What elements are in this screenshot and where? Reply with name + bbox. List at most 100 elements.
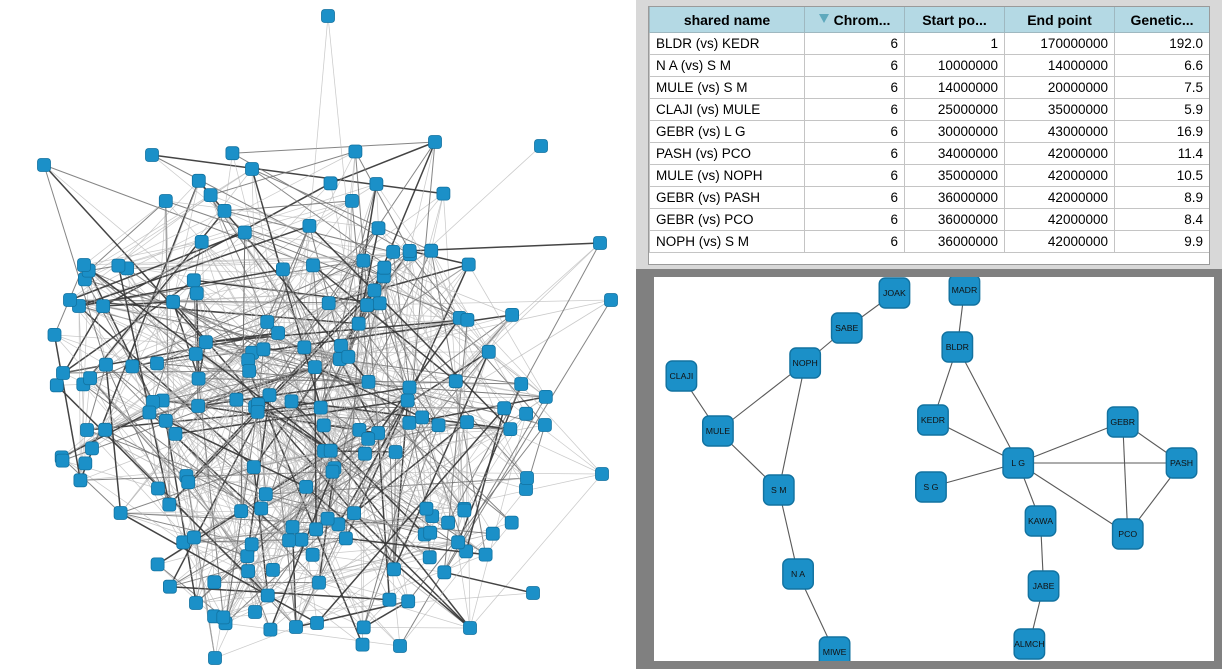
cell-chromosome[interactable]: 6 xyxy=(804,54,905,77)
cell-shared_name[interactable]: PASH (vs) PCO xyxy=(649,142,805,165)
node-shape[interactable] xyxy=(782,558,814,590)
main-network-node[interactable] xyxy=(356,620,371,635)
main-network-node[interactable] xyxy=(234,504,249,519)
main-network-node[interactable] xyxy=(56,366,70,380)
main-network-edge[interactable] xyxy=(198,378,522,385)
main-network-edge[interactable] xyxy=(205,332,279,343)
subnetwork-node[interactable]: KEDR xyxy=(917,404,949,436)
main-network-edge[interactable] xyxy=(290,400,471,629)
cell-genetic[interactable]: 8.4 xyxy=(1114,208,1209,231)
main-network-edge[interactable] xyxy=(316,407,505,624)
main-network-node[interactable] xyxy=(534,139,548,153)
main-network-node[interactable] xyxy=(166,294,181,309)
main-network-node[interactable] xyxy=(400,393,415,408)
main-network-node[interactable] xyxy=(168,426,183,441)
main-network-edge[interactable] xyxy=(348,299,612,358)
main-network-edge[interactable] xyxy=(120,512,252,545)
main-network-edge[interactable] xyxy=(330,141,436,184)
main-network-edge[interactable] xyxy=(102,182,331,307)
main-network-node[interactable] xyxy=(338,531,353,546)
main-network-edge[interactable] xyxy=(468,264,547,398)
subnetwork-node[interactable]: JOAK xyxy=(878,277,911,309)
main-network-edge[interactable] xyxy=(367,438,427,509)
subnetwork-node[interactable]: MADR xyxy=(948,277,981,306)
main-network-node[interactable] xyxy=(265,563,280,577)
cell-chromosome[interactable]: 6 xyxy=(804,164,905,187)
main-network-edge[interactable] xyxy=(172,301,264,350)
node-shape[interactable] xyxy=(830,312,863,344)
node-shape[interactable] xyxy=(941,331,974,363)
cell-genetic[interactable]: 192.0 xyxy=(1114,32,1209,55)
main-network-edge[interactable] xyxy=(366,304,408,401)
main-network-edge[interactable] xyxy=(408,141,436,423)
main-network-node[interactable] xyxy=(358,446,372,461)
main-network-node[interactable] xyxy=(457,503,472,518)
cell-start_point[interactable]: 30000000 xyxy=(904,120,1005,143)
main-network-edge[interactable] xyxy=(156,363,249,572)
main-network-node[interactable] xyxy=(260,315,275,329)
main-network-node[interactable] xyxy=(356,253,371,268)
main-network-edge[interactable] xyxy=(323,264,469,426)
main-network-node[interactable] xyxy=(321,9,335,23)
main-network-edge[interactable] xyxy=(88,200,167,271)
cell-end_point[interactable]: 20000000 xyxy=(1004,76,1115,99)
main-network-edge[interactable] xyxy=(282,269,366,454)
main-network-edge[interactable] xyxy=(223,541,459,618)
main-network-node[interactable] xyxy=(377,260,392,275)
main-network-node[interactable] xyxy=(305,547,320,562)
main-network-edge[interactable] xyxy=(312,422,410,556)
main-network-node[interactable] xyxy=(341,349,356,364)
main-network-edge[interactable] xyxy=(186,366,316,477)
main-network-edge[interactable] xyxy=(257,386,410,413)
main-network-edge[interactable] xyxy=(86,406,321,431)
main-network-node[interactable] xyxy=(260,588,275,603)
main-network-edge[interactable] xyxy=(384,267,547,398)
cell-start_point[interactable]: 10000000 xyxy=(904,54,1005,77)
main-network-edge[interactable] xyxy=(89,241,202,379)
main-network-edge[interactable] xyxy=(69,299,154,403)
main-network-edge[interactable] xyxy=(78,305,255,468)
main-network-edge[interactable] xyxy=(261,477,528,509)
subnetwork-edge[interactable] xyxy=(1122,421,1129,535)
main-network-edge[interactable] xyxy=(54,334,264,350)
cell-genetic[interactable]: 16.9 xyxy=(1114,120,1209,143)
main-network-edge[interactable] xyxy=(269,471,334,630)
node-shape[interactable] xyxy=(878,277,911,309)
main-network-node[interactable] xyxy=(451,535,466,550)
main-network-node[interactable] xyxy=(191,173,206,188)
cell-chromosome[interactable]: 6 xyxy=(804,142,905,165)
main-network-node[interactable] xyxy=(275,262,290,277)
main-network-node[interactable] xyxy=(299,479,314,494)
cell-end_point[interactable]: 35000000 xyxy=(1004,98,1115,121)
cell-chromosome[interactable]: 6 xyxy=(804,208,905,231)
main-network-edge[interactable] xyxy=(62,353,197,461)
main-network-edge[interactable] xyxy=(61,457,184,543)
main-network-edge[interactable] xyxy=(260,471,333,509)
main-network-edge[interactable] xyxy=(366,304,433,517)
main-network-edge[interactable] xyxy=(465,422,468,552)
main-network-edge[interactable] xyxy=(151,154,359,324)
main-network-node[interactable] xyxy=(321,296,336,311)
main-network-node[interactable] xyxy=(245,162,259,176)
subnetwork-node[interactable]: S M xyxy=(762,474,795,506)
main-network-edge[interactable] xyxy=(430,250,527,414)
main-network-node[interactable] xyxy=(351,316,366,331)
main-network-edge[interactable] xyxy=(83,321,268,385)
main-network-edge[interactable] xyxy=(104,180,200,430)
main-network-edge[interactable] xyxy=(195,353,321,408)
main-network-node[interactable] xyxy=(207,575,222,590)
cell-shared_name[interactable]: NOPH (vs) S M xyxy=(649,230,805,253)
main-network-edge[interactable] xyxy=(399,396,547,647)
cell-genetic[interactable]: 5.9 xyxy=(1114,98,1209,121)
main-network-node[interactable] xyxy=(423,525,438,540)
main-network-edge[interactable] xyxy=(80,411,258,481)
main-network-edge[interactable] xyxy=(118,180,200,266)
subnetwork-node[interactable]: S G xyxy=(915,471,947,503)
main-network-node[interactable] xyxy=(285,520,300,534)
column-header-shared-name[interactable]: shared name xyxy=(649,7,805,33)
subnetwork-node[interactable]: JABE xyxy=(1027,570,1060,602)
main-network-node[interactable] xyxy=(150,557,165,572)
main-network-node[interactable] xyxy=(150,356,164,371)
main-network-edge[interactable] xyxy=(126,268,199,407)
